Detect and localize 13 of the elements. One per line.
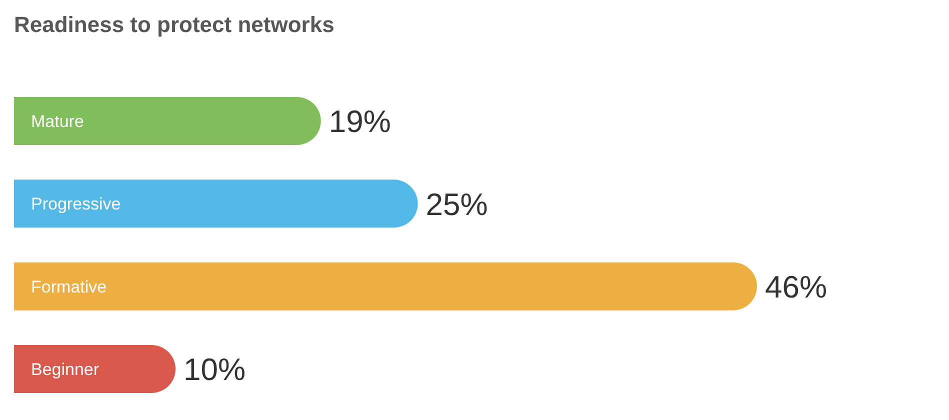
y-tick-label: Beginner xyxy=(31,360,100,379)
data-label: 19% xyxy=(328,104,391,140)
bar xyxy=(14,345,176,393)
y-tick-label: Formative xyxy=(31,277,107,296)
chart-title: Readiness to protect networks xyxy=(14,12,334,37)
y-tick-label: Mature xyxy=(31,112,84,131)
bar xyxy=(14,97,321,145)
bar xyxy=(14,180,418,228)
data-label: 25% xyxy=(426,186,488,222)
y-tick-label: Progressive xyxy=(31,194,121,214)
data-label: 46% xyxy=(765,270,828,304)
data-label: 10% xyxy=(184,352,246,388)
bar xyxy=(14,262,757,310)
